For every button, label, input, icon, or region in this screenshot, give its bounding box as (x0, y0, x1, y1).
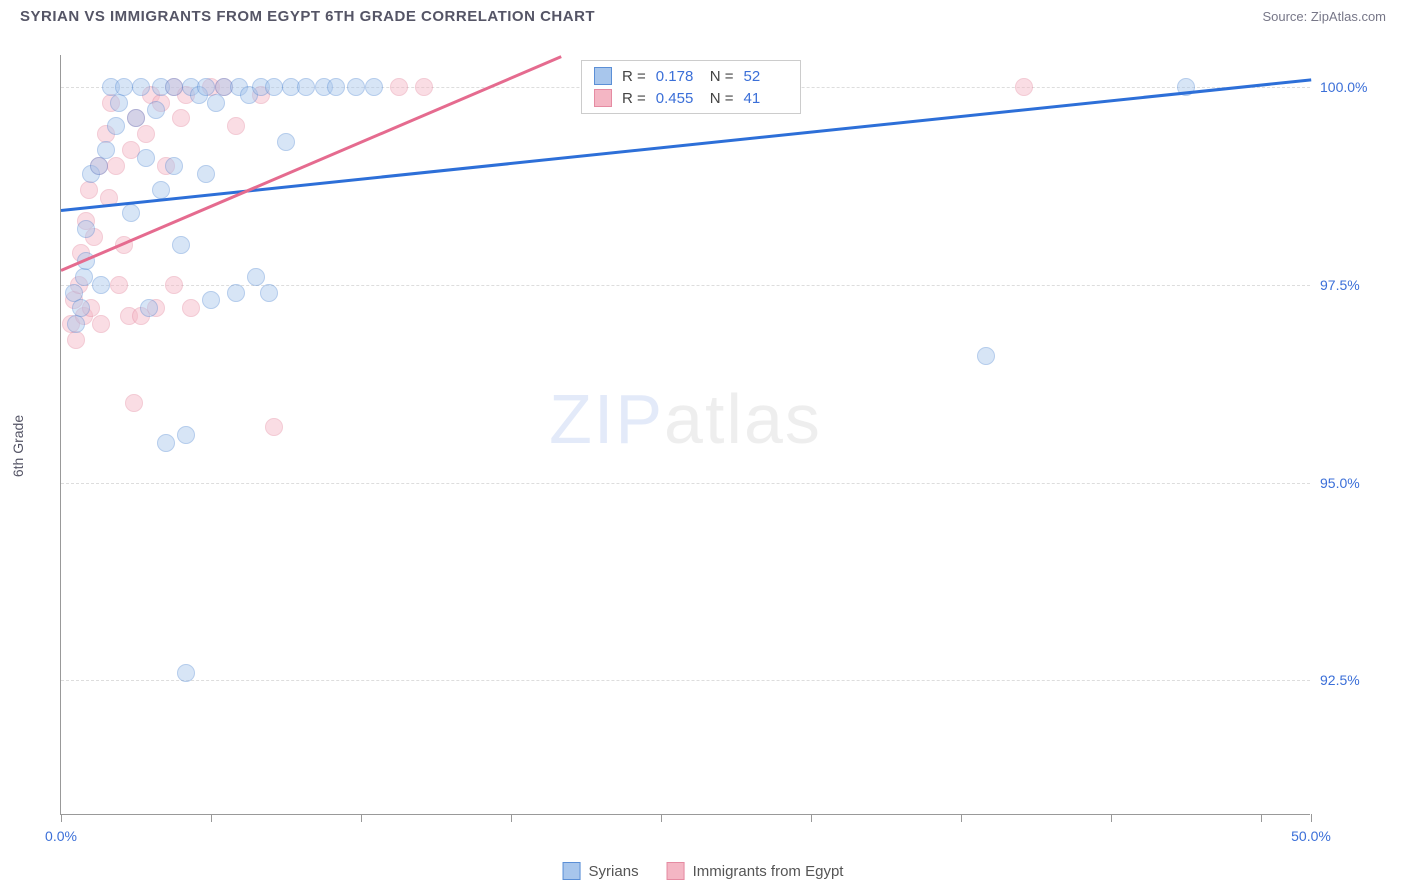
scatter-point (177, 664, 195, 682)
stats-n-value: 52 (744, 68, 788, 85)
scatter-point (227, 284, 245, 302)
scatter-point (152, 181, 170, 199)
scatter-point (67, 331, 85, 349)
x-tick (511, 814, 512, 822)
chart-source: Source: ZipAtlas.com (1262, 9, 1386, 24)
scatter-point (72, 299, 90, 317)
scatter-point (75, 268, 93, 286)
scatter-point (247, 268, 265, 286)
scatter-point (172, 109, 190, 127)
y-tick-label: 97.5% (1320, 277, 1390, 293)
scatter-point (110, 276, 128, 294)
scatter-point (977, 347, 995, 365)
legend-label: Syrians (589, 863, 639, 880)
scatter-point (297, 78, 315, 96)
scatter-point (227, 117, 245, 135)
x-tick (61, 814, 62, 822)
stats-r-label: R = (622, 90, 646, 107)
scatter-point (132, 78, 150, 96)
y-tick-label: 92.5% (1320, 672, 1390, 688)
scatter-point (92, 315, 110, 333)
plot-area: ZIPatlas 92.5%95.0%97.5%100.0%0.0%50.0%R… (60, 55, 1310, 815)
watermark: ZIPatlas (549, 379, 822, 459)
x-tick (361, 814, 362, 822)
scatter-point (137, 125, 155, 143)
y-tick-label: 100.0% (1320, 79, 1390, 95)
scatter-point (390, 78, 408, 96)
scatter-point (277, 133, 295, 151)
stats-box: R = 0.178 N = 52 R = 0.455 N = 41 (581, 60, 801, 114)
watermark-part1: ZIP (549, 380, 664, 458)
scatter-point (415, 78, 433, 96)
scatter-point (140, 299, 158, 317)
scatter-point (347, 78, 365, 96)
scatter-point (165, 157, 183, 175)
scatter-point (127, 109, 145, 127)
y-axis-label: 6th Grade (10, 415, 26, 477)
gridline (61, 680, 1310, 681)
watermark-part2: atlas (664, 380, 822, 458)
scatter-point (165, 276, 183, 294)
stats-row: R = 0.455 N = 41 (582, 87, 800, 109)
scatter-point (125, 394, 143, 412)
scatter-point (177, 426, 195, 444)
swatch-icon (563, 862, 581, 880)
x-tick (211, 814, 212, 822)
swatch-icon (594, 89, 612, 107)
stats-r-label: R = (622, 68, 646, 85)
stats-n-label: N = (710, 90, 734, 107)
x-tick (961, 814, 962, 822)
stats-n-value: 41 (744, 90, 788, 107)
stats-r-value: 0.178 (656, 68, 700, 85)
x-tick-label: 0.0% (45, 828, 77, 844)
x-tick (661, 814, 662, 822)
scatter-point (80, 181, 98, 199)
scatter-point (265, 418, 283, 436)
scatter-point (172, 236, 190, 254)
x-tick (1261, 814, 1262, 822)
scatter-point (165, 78, 183, 96)
scatter-point (365, 78, 383, 96)
x-tick (811, 814, 812, 822)
gridline (61, 285, 1310, 286)
stats-r-value: 0.455 (656, 90, 700, 107)
scatter-point (197, 165, 215, 183)
x-tick-label: 50.0% (1291, 828, 1331, 844)
scatter-point (147, 101, 165, 119)
scatter-point (90, 157, 108, 175)
stats-row: R = 0.178 N = 52 (582, 65, 800, 87)
scatter-point (107, 117, 125, 135)
swatch-icon (594, 67, 612, 85)
chart-title: SYRIAN VS IMMIGRANTS FROM EGYPT 6TH GRAD… (20, 8, 595, 25)
scatter-point (110, 94, 128, 112)
scatter-point (115, 78, 133, 96)
scatter-point (1015, 78, 1033, 96)
scatter-point (202, 291, 220, 309)
scatter-point (67, 315, 85, 333)
scatter-point (137, 149, 155, 167)
y-tick-label: 95.0% (1320, 475, 1390, 491)
legend-item-egypt: Immigrants from Egypt (667, 862, 844, 880)
scatter-point (207, 94, 225, 112)
scatter-point (265, 78, 283, 96)
scatter-point (107, 157, 125, 175)
scatter-point (260, 284, 278, 302)
swatch-icon (667, 862, 685, 880)
scatter-point (92, 276, 110, 294)
stats-n-label: N = (710, 68, 734, 85)
scatter-point (327, 78, 345, 96)
chart-header: SYRIAN VS IMMIGRANTS FROM EGYPT 6TH GRAD… (0, 0, 1406, 29)
scatter-point (157, 434, 175, 452)
legend: Syrians Immigrants from Egypt (563, 862, 844, 880)
scatter-point (77, 220, 95, 238)
scatter-point (182, 299, 200, 317)
legend-item-syrians: Syrians (563, 862, 639, 880)
x-tick (1311, 814, 1312, 822)
x-tick (1111, 814, 1112, 822)
legend-label: Immigrants from Egypt (693, 863, 844, 880)
scatter-point (97, 141, 115, 159)
scatter-point (122, 204, 140, 222)
gridline (61, 483, 1310, 484)
